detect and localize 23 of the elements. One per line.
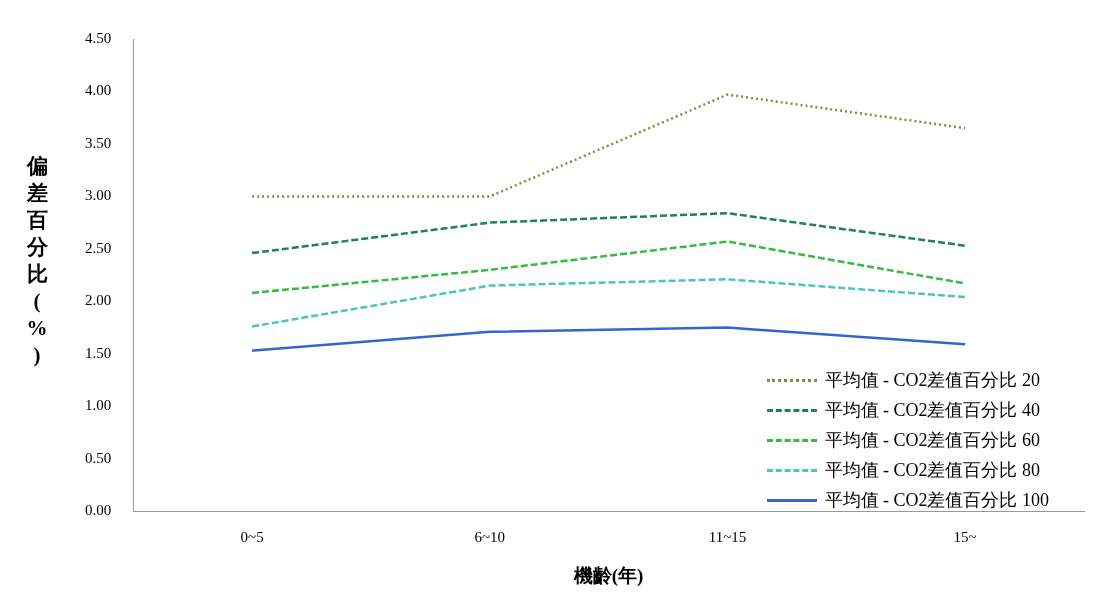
x-tick-label: 6~10 (474, 529, 506, 546)
legend-label: 平均值 - CO2差值百分比 60 (824, 429, 1040, 452)
y-tick-label: 0.50 (85, 449, 112, 466)
y-tick-label: 0.00 (85, 502, 112, 519)
y-tick-label: 1.50 (85, 344, 112, 361)
y-tick-label: 2.00 (85, 292, 112, 309)
x-tick-label: 15~ (953, 529, 977, 546)
legend-label: 平均值 - CO2差值百分比 20 (824, 369, 1040, 392)
y-tick-label: 2.50 (85, 239, 112, 256)
legend-label: 平均值 - CO2差值百分比 80 (824, 459, 1040, 482)
y-tick-label: 3.00 (85, 187, 112, 204)
line-series (250, 278, 967, 328)
legend-label: 平均值 - CO2差值百分比 40 (824, 399, 1040, 422)
x-tick-label: 11~15 (708, 529, 747, 546)
y-tick-label: 3.50 (85, 134, 112, 151)
line-series (250, 211, 967, 255)
y-tick-label: 1.00 (85, 397, 112, 414)
y-tick-label: 4.50 (85, 29, 112, 46)
legend-label: 平均值 - CO2差值百分比 100 (824, 489, 1049, 512)
x-tick-label: 0~5 (240, 529, 264, 546)
y-axis-title: 偏差百分比(%) (25, 153, 49, 369)
x-axis-title: 機齡(年) (572, 564, 644, 587)
y-tick-label: 4.00 (85, 82, 112, 99)
